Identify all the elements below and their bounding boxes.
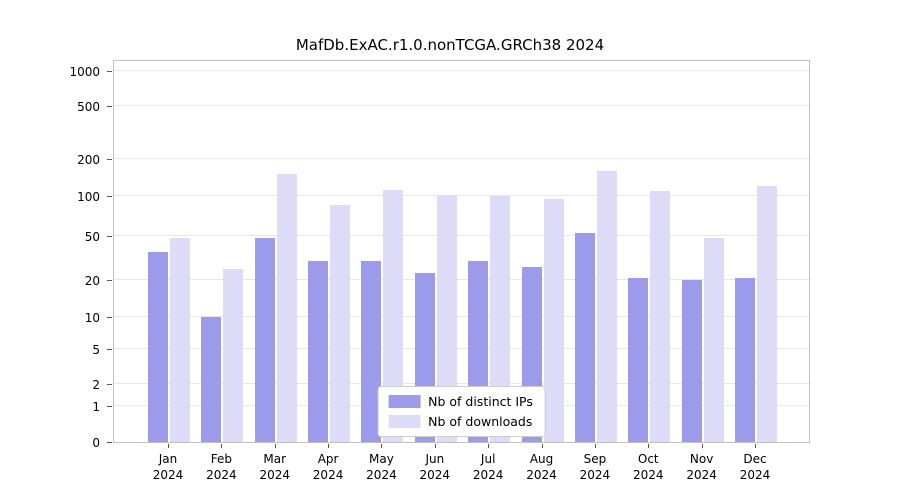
gridline xyxy=(114,195,809,197)
y-tick-mark xyxy=(107,406,112,407)
gridline xyxy=(114,105,809,107)
y-tick-label: 1 xyxy=(92,400,100,414)
x-tick-label: Mar 2024 xyxy=(259,452,290,482)
y-tick-label: 10 xyxy=(84,311,100,326)
x-tick-label: Feb 2024 xyxy=(206,452,237,482)
y-tick-mark xyxy=(107,348,112,350)
x-tick-mark xyxy=(434,444,436,448)
gridline xyxy=(114,316,809,318)
y-tick-mark xyxy=(107,106,112,108)
y-tick-label: 20 xyxy=(84,274,100,288)
y-tick-mark xyxy=(107,70,112,72)
gridline xyxy=(114,383,809,385)
bar-distinct-ips xyxy=(308,261,329,442)
x-axis: Jan 2024 Feb 2024 Mar 2024 Apr 2024 May 2024… xyxy=(113,444,810,492)
bar-distinct-ips xyxy=(681,280,702,442)
x-tick-label: Jul 2024 xyxy=(472,452,504,482)
y-axis: 0 1 2 5 10 20 50 100 200 500 1000 xyxy=(0,60,112,450)
bar-downloads xyxy=(170,238,190,442)
bar-downloads xyxy=(330,205,351,442)
gridline xyxy=(114,347,809,349)
x-tick-label: Jan 2024 xyxy=(152,452,184,482)
y-tick-label: 100 xyxy=(77,190,100,205)
x-tick-mark xyxy=(541,444,543,448)
y-tick-label: 2 xyxy=(92,378,100,393)
x-tick-label: Sep 2024 xyxy=(579,452,611,482)
y-tick-label: 50 xyxy=(84,229,100,244)
legend: Nb of distinct IPs Nb of downloads xyxy=(377,386,546,437)
x-tick-mark xyxy=(328,444,330,448)
y-tick-label: 5 xyxy=(92,342,100,357)
bar-distinct-ips xyxy=(628,278,649,442)
x-tick-mark xyxy=(488,444,490,448)
x-tick-mark xyxy=(755,444,756,448)
legend-item: Nb of downloads xyxy=(388,414,533,429)
x-tick-label: May 2024 xyxy=(366,452,397,482)
legend-label: Nb of downloads xyxy=(428,414,533,429)
y-tick-label: 500 xyxy=(77,100,100,115)
legend-swatch xyxy=(388,415,421,428)
x-tick-mark xyxy=(381,444,383,448)
y-tick-mark xyxy=(107,280,112,281)
gridline xyxy=(114,279,809,280)
bar-distinct-ips xyxy=(254,238,275,442)
y-tick-mark xyxy=(107,158,112,160)
bar-downloads xyxy=(543,199,564,442)
y-tick-mark xyxy=(107,196,112,198)
bar-downloads xyxy=(383,190,404,442)
bar-downloads xyxy=(436,195,457,442)
y-tick-label: 200 xyxy=(77,152,100,167)
y-tick-mark xyxy=(107,317,112,319)
y-tick-mark xyxy=(107,384,112,386)
bar-downloads xyxy=(223,269,244,442)
x-tick-label: Dec 2024 xyxy=(739,452,771,482)
gridline xyxy=(114,157,809,159)
plot-area: Nb of distinct IPs Nb of downloads xyxy=(113,60,810,443)
x-tick-mark xyxy=(274,444,276,448)
x-tick-mark xyxy=(701,444,703,448)
bar-downloads xyxy=(596,171,617,442)
x-tick-mark xyxy=(594,444,596,448)
bar-downloads xyxy=(490,196,511,442)
bar-downloads xyxy=(276,174,297,442)
x-tick-mark xyxy=(648,444,650,448)
y-tick-label: 0 xyxy=(92,436,100,450)
x-tick-mark xyxy=(168,444,169,448)
bar-downloads xyxy=(703,238,724,442)
gridline xyxy=(114,234,809,236)
legend-swatch xyxy=(388,395,421,408)
x-tick-label: Jun 2024 xyxy=(419,452,451,482)
x-tick-label: Aug 2024 xyxy=(526,452,557,482)
bar-downloads xyxy=(650,191,671,442)
bar-distinct-ips xyxy=(361,261,382,442)
y-tick-label: 1000 xyxy=(69,64,100,79)
chart-title: MafDb.ExAC.r1.0.nonTCGA.GRCh38 2024 xyxy=(295,36,605,54)
bar-distinct-ips xyxy=(201,317,222,442)
y-tick-mark xyxy=(107,442,112,443)
bar-distinct-ips xyxy=(574,233,595,442)
y-tick-mark xyxy=(107,235,112,237)
bar-distinct-ips xyxy=(148,252,168,442)
bar-distinct-ips xyxy=(735,278,755,442)
gridline xyxy=(114,69,809,71)
x-tick-label: Oct 2024 xyxy=(632,452,664,482)
x-tick-mark xyxy=(221,444,223,448)
x-tick-label: Apr 2024 xyxy=(312,452,344,482)
legend-label: Nb of distinct IPs xyxy=(428,394,533,409)
legend-item: Nb of distinct IPs xyxy=(388,394,533,409)
x-tick-label: Nov 2024 xyxy=(686,452,717,482)
bar-downloads xyxy=(757,186,777,442)
